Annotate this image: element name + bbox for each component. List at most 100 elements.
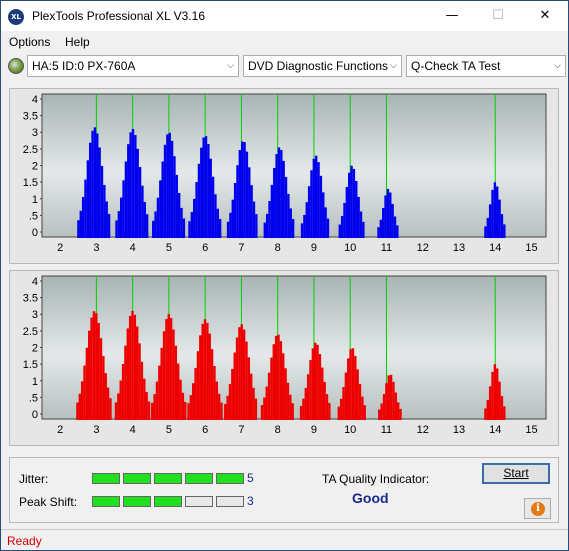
histogram-bar <box>363 405 366 421</box>
histogram-bar <box>242 329 246 421</box>
histogram-bar <box>188 221 191 239</box>
histogram-bar <box>312 158 316 239</box>
histogram-bar <box>254 398 258 421</box>
histogram-bar <box>356 369 359 421</box>
histogram-bar <box>289 208 292 239</box>
histogram-bar <box>350 165 353 239</box>
histogram-bar <box>138 166 142 239</box>
close-button[interactable]: ✕ <box>539 8 551 23</box>
x-tick-label: 10 <box>344 242 356 254</box>
x-tick-label: 7 <box>238 242 244 254</box>
histogram-bar <box>107 213 111 239</box>
histogram-bar <box>396 402 400 421</box>
histogram-bar <box>277 147 281 239</box>
histogram-bar <box>78 393 81 421</box>
window-title: PlexTools Professional XL V3.16 <box>32 9 205 23</box>
histogram-bar <box>192 383 195 421</box>
histogram-bar <box>102 356 105 421</box>
histogram-bar <box>163 144 167 239</box>
ta-quality-value: Good <box>352 490 389 506</box>
jitter-meter-segment <box>185 473 213 484</box>
histogram-bar <box>340 216 344 239</box>
histogram-bar <box>355 180 358 239</box>
peak-shift-label: Peak Shift: <box>19 495 78 509</box>
histogram-bar <box>392 381 395 421</box>
histogram-bar <box>216 208 219 239</box>
histogram-bar <box>314 342 317 421</box>
histogram-bar <box>279 341 283 421</box>
start-button[interactable]: Start <box>482 463 550 484</box>
jitter-histogram-chart: 0 .5 1 1.5 2 2.5 3 3.5 4 2 3 4 5 6 7 8 9 10 11 12 13 14 15 <box>23 93 547 254</box>
x-tick-label: 15 <box>525 242 537 254</box>
histogram-bar <box>226 221 230 239</box>
histogram-bar <box>362 221 365 239</box>
peak-shift-chart-panel: 0 .5 1 1.5 2 2.5 3 3.5 4 2 3 4 5 6 7 8 9 10 11 12 13 14 15 <box>9 270 559 446</box>
histogram-bar <box>284 176 288 239</box>
x-tick-label: 6 <box>202 424 208 436</box>
histogram-bar <box>218 218 222 239</box>
x-tick-label: 14 <box>489 242 501 254</box>
x-tick-label: 14 <box>489 424 501 436</box>
menu-options[interactable]: Options <box>9 35 51 49</box>
y-tick-label: 3.5 <box>23 111 38 123</box>
info-button[interactable]: i <box>524 498 551 519</box>
peak-shift-meter-segment <box>216 496 244 507</box>
histogram-bar <box>250 185 253 239</box>
histogram-bar <box>233 352 236 421</box>
histogram-bar <box>354 355 357 421</box>
histogram-bar <box>170 140 174 239</box>
menu-help[interactable]: Help <box>65 35 90 49</box>
histogram-bar <box>359 211 363 239</box>
histogram-bar <box>387 375 390 421</box>
y-tick-label: 1.5 <box>23 177 38 189</box>
histogram-bar <box>491 371 494 421</box>
x-tick-label: 8 <box>275 242 281 254</box>
histogram-bar <box>187 403 190 421</box>
drive-select[interactable]: HA:5 ID:0 PX-760A ⌵ <box>27 55 239 77</box>
histogram-bar <box>233 182 237 239</box>
maximize-button[interactable]: ☐ <box>492 8 504 23</box>
y-tick-label: 4 <box>32 94 38 106</box>
histogram-bar <box>184 401 187 421</box>
histogram-bar <box>129 132 132 239</box>
y-tick-label: 3 <box>32 309 38 321</box>
peak-shift-meter-segment <box>185 496 213 507</box>
function-select[interactable]: DVD Diagnostic Functions ⌵ <box>243 55 402 77</box>
histogram-bar <box>93 127 97 239</box>
histogram-bar <box>140 361 144 421</box>
minimize-button[interactable]: — <box>445 8 459 23</box>
histogram-bar <box>217 393 221 421</box>
toolbar: HA:5 ID:0 PX-760A ⌵ DVD Diagnostic Funct… <box>1 53 568 79</box>
jitter-meter-segment <box>216 473 244 484</box>
histogram-bar <box>243 142 246 239</box>
x-tick-label: 6 <box>202 242 208 254</box>
x-tick-label: 13 <box>453 424 465 436</box>
histogram-bar <box>161 161 164 239</box>
histogram-bar <box>81 197 85 239</box>
histogram-bar <box>503 406 506 421</box>
histogram-bar <box>486 399 490 421</box>
test-select[interactable]: Q-Check TA Test ⌵ <box>406 55 566 77</box>
y-tick-label: 0 <box>32 409 38 421</box>
histogram-bar <box>260 405 264 421</box>
histogram-bar <box>151 402 154 421</box>
histogram-bar <box>500 396 504 421</box>
title-bar: XL PlexTools Professional XL V3.16 — ☐ ✕ <box>1 1 568 31</box>
jitter-meter-segment <box>154 473 182 484</box>
histogram-bar <box>342 387 345 421</box>
histogram-bar <box>182 218 186 239</box>
histogram-bar <box>263 397 266 421</box>
x-tick-label: 3 <box>93 424 99 436</box>
test-select-value: Q-Check TA Test <box>411 59 501 73</box>
histogram-bar <box>291 403 294 421</box>
histogram-bar <box>99 338 103 421</box>
histogram-bar <box>181 392 185 421</box>
histogram-bar <box>351 348 355 421</box>
histogram-bar <box>202 137 205 239</box>
histogram-bar <box>280 149 283 239</box>
histogram-bar <box>247 357 251 421</box>
histogram-bar <box>386 188 390 239</box>
histogram-bar <box>138 343 141 421</box>
histogram-bar <box>500 214 504 239</box>
